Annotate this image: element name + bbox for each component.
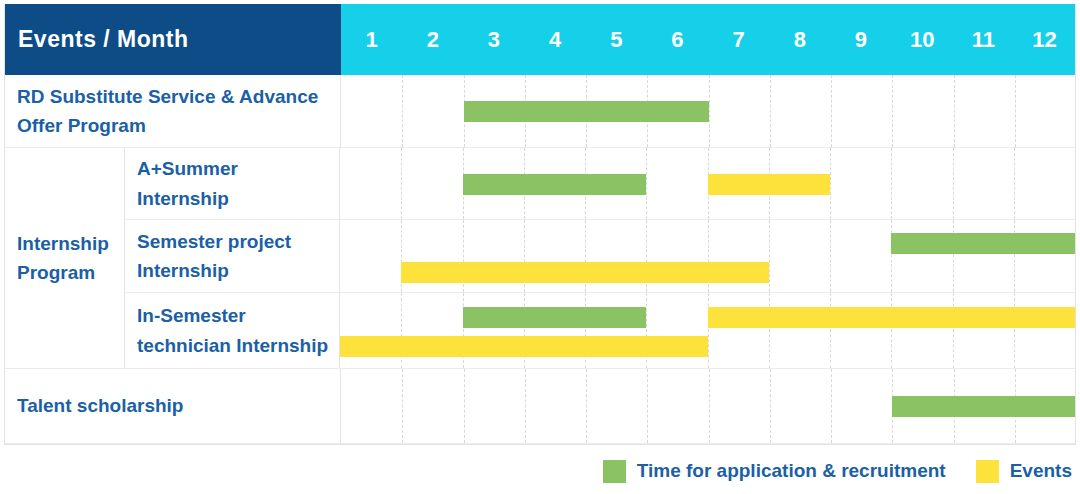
row-label: Talent scholarship <box>5 369 341 443</box>
month-gridline <box>830 293 831 368</box>
month-gridline <box>831 75 832 147</box>
table-header: Events / Month 123456789101112 <box>5 4 1075 75</box>
month-header-cell: 2 <box>402 4 463 75</box>
row-chart-area <box>341 75 1075 147</box>
gantt-bar-events <box>401 262 769 283</box>
month-gridline <box>953 220 954 292</box>
month-gridline <box>401 148 402 219</box>
gantt-bar-application <box>891 233 1075 254</box>
gantt-bar-application <box>464 101 709 122</box>
table-row: RD Substitute Service & Advance Offer Pr… <box>5 75 1075 148</box>
table-title: Events / Month <box>5 4 341 75</box>
table-row: In-Semester technician Internship <box>125 293 1075 368</box>
month-gridline <box>525 369 526 443</box>
month-gridline <box>769 220 770 292</box>
sub-row-label: Semester project Internship <box>125 220 340 292</box>
month-gridline <box>709 75 710 147</box>
green-swatch-icon <box>603 460 626 483</box>
month-gridline <box>770 369 771 443</box>
month-header-cell: 11 <box>953 4 1014 75</box>
row-chart-area <box>340 148 1075 219</box>
row-label: RD Substitute Service & Advance Offer Pr… <box>5 75 341 147</box>
table-row: A+Summer Internship <box>125 148 1075 220</box>
month-header-cell: 10 <box>892 4 953 75</box>
month-header-cell: 12 <box>1014 4 1075 75</box>
yellow-swatch-icon <box>976 460 999 483</box>
legend-label-application: Time for application & recruitment <box>637 460 946 482</box>
month-header-cell: 6 <box>647 4 708 75</box>
month-gridline <box>769 293 770 368</box>
table-row: Talent scholarship <box>5 369 1075 444</box>
table-body: RD Substitute Service & Advance Offer Pr… <box>5 75 1075 444</box>
legend-label-events: Events <box>1010 460 1072 482</box>
gantt-bar-application <box>892 396 1075 417</box>
gantt-bar-events <box>708 307 1076 328</box>
group-subrows: A+Summer InternshipSemester project Inte… <box>125 148 1075 368</box>
month-gridline <box>1014 220 1015 292</box>
row-chart-area <box>341 369 1075 443</box>
month-gridline <box>1015 75 1016 147</box>
table-row: Semester project Internship <box>125 220 1075 293</box>
internship-program-group: Internship ProgramA+Summer InternshipSem… <box>5 148 1075 369</box>
month-gridline <box>402 369 403 443</box>
gantt-bar-events <box>708 174 831 195</box>
month-gridline <box>586 369 587 443</box>
month-gridline <box>831 369 832 443</box>
gantt-bar-application <box>463 174 647 195</box>
month-gridline <box>708 293 709 368</box>
gantt-bar-application <box>463 307 647 328</box>
month-gridline <box>892 75 893 147</box>
legend-item-events: Events <box>976 460 1072 483</box>
month-gridline <box>464 369 465 443</box>
row-chart-area <box>340 220 1075 292</box>
month-header-cell: 8 <box>769 4 830 75</box>
month-gridline <box>402 75 403 147</box>
month-gridline <box>647 369 648 443</box>
month-gridline <box>1014 148 1015 219</box>
month-gridline <box>1014 293 1015 368</box>
month-header-row: 123456789101112 <box>341 4 1075 75</box>
month-gridline <box>891 220 892 292</box>
month-gridline <box>646 148 647 219</box>
group-label: Internship Program <box>5 148 125 368</box>
month-gridline <box>709 369 710 443</box>
events-month-table: Events / Month 123456789101112 RD Substi… <box>4 4 1076 445</box>
month-gridline <box>954 75 955 147</box>
month-header-cell: 9 <box>830 4 891 75</box>
month-header-cell: 5 <box>586 4 647 75</box>
gantt-page: Events / Month 123456789101112 RD Substi… <box>0 0 1080 494</box>
month-gridline <box>830 148 831 219</box>
row-chart-area <box>340 293 1075 368</box>
month-gridline <box>830 220 831 292</box>
month-gridline <box>891 148 892 219</box>
sub-row-label: In-Semester technician Internship <box>125 293 340 368</box>
gantt-bar-events <box>340 336 708 357</box>
month-gridline <box>891 293 892 368</box>
month-gridline <box>953 148 954 219</box>
legend: Time for application & recruitment Event… <box>603 456 1072 486</box>
month-header-cell: 1 <box>341 4 402 75</box>
month-gridline <box>953 293 954 368</box>
month-header-cell: 4 <box>525 4 586 75</box>
month-gridline <box>770 75 771 147</box>
month-header-cell: 3 <box>463 4 524 75</box>
month-header-cell: 7 <box>708 4 769 75</box>
legend-item-application: Time for application & recruitment <box>603 460 946 483</box>
sub-row-label: A+Summer Internship <box>125 148 340 219</box>
